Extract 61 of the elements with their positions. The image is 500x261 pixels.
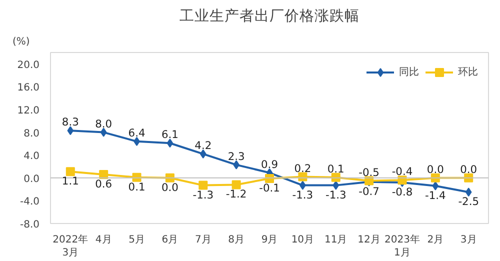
y-tick-label: -8.0 xyxy=(20,220,40,230)
point xyxy=(332,180,340,190)
y-tick-label: 16.0 xyxy=(17,82,40,94)
data-label: -1.3 xyxy=(192,188,214,202)
legend-label: 环比 xyxy=(458,66,478,79)
y-tick-label: 8.0 xyxy=(24,128,40,140)
point xyxy=(432,181,439,190)
data-label: 0.1 xyxy=(327,162,344,176)
data-label: 6.4 xyxy=(128,126,146,140)
y-tick-label: 12.0 xyxy=(17,106,40,116)
data-label: -1.2 xyxy=(226,188,247,201)
x-tick-label: 2月 xyxy=(427,234,444,246)
y-tick-label: 20.0 xyxy=(17,60,40,71)
x-tick-label: 2022年 3月 xyxy=(52,234,88,259)
data-label: 0.1 xyxy=(128,180,146,194)
point xyxy=(200,149,206,158)
x-tick-label: 7月 xyxy=(194,234,212,246)
data-label: -2.5 xyxy=(458,195,479,208)
data-label: -1.4 xyxy=(425,188,446,202)
point xyxy=(465,188,472,197)
data-label: 0.0 xyxy=(161,180,179,194)
data-label: 2.3 xyxy=(228,150,245,163)
data-label: 0.6 xyxy=(95,177,112,190)
y-tick-label: 4.0 xyxy=(24,151,40,162)
point xyxy=(67,126,74,136)
x-tick-label: 5月 xyxy=(128,234,145,246)
point xyxy=(166,138,174,148)
x-tick-label: 10月 xyxy=(291,234,314,246)
y-tick-label: 0.0 xyxy=(24,174,40,185)
data-label: 0.0 xyxy=(426,162,444,176)
x-tick-label: 9月 xyxy=(261,234,278,246)
data-label: 8.0 xyxy=(95,117,112,130)
data-label: -0.1 xyxy=(259,181,280,194)
y-axis-title: (%) xyxy=(12,36,30,48)
data-label: -1.3 xyxy=(292,188,314,202)
x-tick-label: 12月 xyxy=(358,234,380,246)
data-label: -0.7 xyxy=(358,184,380,198)
chart-title: 工业生产者出厂价格涨跌幅 xyxy=(180,8,360,24)
data-label: 8.3 xyxy=(62,116,79,129)
point xyxy=(66,167,75,176)
data-label: -1.3 xyxy=(325,188,346,202)
data-label: 0.9 xyxy=(261,158,278,171)
data-label: 1.1 xyxy=(62,174,79,188)
data-label: 6.1 xyxy=(161,128,178,142)
x-tick-label: 11月 xyxy=(324,234,348,246)
x-tick-label: 6月 xyxy=(162,234,178,246)
x-tick-label: 4月 xyxy=(95,234,112,246)
x-tick-label: 3月 xyxy=(460,234,477,246)
y-tick-label: -4.0 xyxy=(20,196,40,208)
x-tick-label: 8月 xyxy=(228,234,245,246)
data-label: -0.8 xyxy=(392,185,413,198)
point xyxy=(232,180,241,190)
data-label: 0.0 xyxy=(460,162,478,176)
legend-label: 同比 xyxy=(399,66,419,79)
data-label: -0.5 xyxy=(358,166,380,179)
data-label: -0.4 xyxy=(392,165,413,178)
x-tick-label: 2023年 1月 xyxy=(384,234,420,259)
data-label: 0.2 xyxy=(294,162,312,175)
data-label: 4.2 xyxy=(194,138,212,152)
point xyxy=(100,128,107,137)
point xyxy=(198,180,208,190)
